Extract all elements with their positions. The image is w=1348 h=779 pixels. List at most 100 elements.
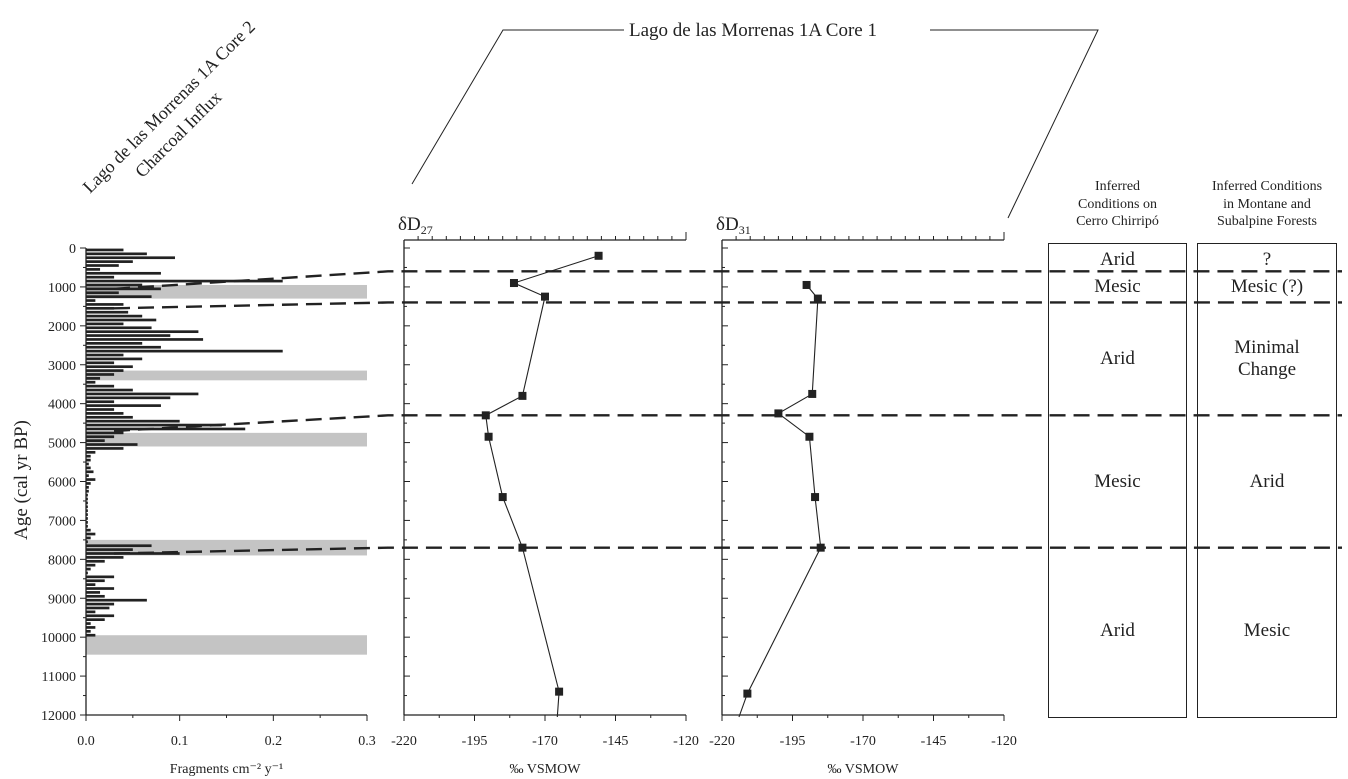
charcoal-bar xyxy=(86,521,88,524)
zone-label: Arid xyxy=(1048,548,1187,715)
charcoal-bar xyxy=(86,602,115,606)
bracket-left xyxy=(411,29,624,185)
charcoal-bar xyxy=(86,614,115,618)
charcoal-bar xyxy=(86,575,115,579)
charcoal-bar xyxy=(86,462,89,466)
charcoal-bar xyxy=(86,454,91,458)
d31-x-axis-label: ‰ VSMOW xyxy=(828,762,900,777)
x-tick-label: -195 xyxy=(780,734,806,749)
charcoal-bar xyxy=(86,314,143,318)
zone-label: Minimal Change xyxy=(1197,302,1337,415)
x-tick-label: -120 xyxy=(991,734,1017,749)
x-tick-label: 0.0 xyxy=(77,734,95,749)
delta-d27-panel: -220 -195 -170 -145 -120 ‰ VSMOW δD27 xyxy=(391,214,699,777)
d27-data-point xyxy=(541,292,549,301)
d31-data-point xyxy=(811,493,820,502)
charcoal-bar xyxy=(86,489,89,493)
charcoal-bar xyxy=(86,540,88,544)
y-tick-label: 9000 xyxy=(48,592,76,607)
panel-heading-line: Conditions on xyxy=(1078,196,1157,212)
charcoal-bar xyxy=(86,626,96,629)
charcoal-bar xyxy=(86,392,199,396)
charcoal-bar xyxy=(86,283,143,287)
charcoal-bar xyxy=(86,338,204,341)
y-tick-label: 2000 xyxy=(48,320,76,335)
zone-boundary xyxy=(113,301,1342,310)
charcoal-bar xyxy=(86,322,124,326)
charcoal-bar xyxy=(86,345,161,349)
shaded-band-3 xyxy=(86,432,367,447)
panel-heading-line: Cerro Chirripó xyxy=(1076,214,1159,229)
d27-label: δD27 xyxy=(398,214,433,237)
zone-label: Arid xyxy=(1048,302,1187,415)
charcoal-bar xyxy=(86,591,101,594)
charcoal-bar xyxy=(86,532,96,536)
d31-data-point xyxy=(802,280,811,289)
panel-heading: Inferred Conditions on Cerro Chirripó xyxy=(1036,178,1199,231)
charcoal-bar xyxy=(86,380,96,384)
charcoal-bar xyxy=(86,544,152,548)
d27-data-point xyxy=(594,251,603,260)
charcoal-title: Lago de las Morrenas 1A Core 2 xyxy=(79,17,259,197)
charcoal-bar xyxy=(86,583,96,586)
charcoal-bar xyxy=(86,559,105,563)
charcoal-bar xyxy=(86,470,94,474)
charcoal-bar xyxy=(86,275,115,279)
charcoal-bar xyxy=(86,439,105,442)
charcoal-bar xyxy=(86,552,180,555)
zone-label-line: ? xyxy=(1262,248,1272,270)
zone-label-line: Mesic xyxy=(1094,470,1141,492)
panel-heading-line: Inferred Conditions xyxy=(1211,179,1323,194)
x-tick-label: -220 xyxy=(391,734,417,749)
charcoal-bar xyxy=(86,400,115,404)
bracket-right xyxy=(930,29,1099,219)
y-tick-label: 12000 xyxy=(41,709,76,724)
charcoal-bar xyxy=(86,377,101,380)
y-tick-label: 0 xyxy=(69,242,76,257)
d27-series-line xyxy=(485,255,599,718)
zone-label-line: Arid xyxy=(1249,470,1285,492)
zone-label: Mesic xyxy=(1048,271,1187,302)
charcoal-bar xyxy=(86,493,88,497)
charcoal-bar xyxy=(86,548,133,551)
y-tick-label: 10000 xyxy=(41,631,76,646)
core1-title: Lago de las Morrenas 1A Core 1 xyxy=(629,20,877,41)
d31-label: δD31 xyxy=(716,214,751,237)
charcoal-bar xyxy=(86,415,133,419)
charcoal-bar xyxy=(86,517,88,520)
zone-label-line: Mesic xyxy=(1243,620,1291,642)
charcoal-bar xyxy=(86,435,115,439)
x-tick-label: -195 xyxy=(462,734,488,749)
charcoal-bar xyxy=(86,318,157,322)
charcoal-bar xyxy=(86,264,119,267)
charcoal-bar xyxy=(86,447,124,450)
charcoal-title-group: Lago de las Morrenas 1A Core 2 Charcoal … xyxy=(79,17,259,197)
charcoal-bar xyxy=(86,306,115,310)
charcoal-bar xyxy=(86,450,96,454)
charcoal-bar xyxy=(86,408,115,411)
charcoal-bar xyxy=(86,563,96,567)
charcoal-bar xyxy=(86,443,138,446)
charcoal-bar xyxy=(86,419,180,423)
y-tick-label: 1000 xyxy=(48,281,76,296)
charcoal-bar xyxy=(86,260,133,263)
zone-label-line: Arid xyxy=(1100,620,1135,642)
charcoal-bar xyxy=(86,629,91,633)
d31-data-point xyxy=(808,389,817,398)
x-tick-label: -220 xyxy=(709,734,735,749)
charcoal-bar xyxy=(86,330,199,334)
charcoal-bar xyxy=(86,334,171,337)
d27-data-point xyxy=(484,432,493,441)
x-tick-label: -145 xyxy=(921,734,947,749)
shaded-band-5 xyxy=(86,635,367,655)
charcoal-bar xyxy=(86,396,171,400)
charcoal-bar xyxy=(86,524,88,528)
charcoal-bar xyxy=(86,431,124,435)
charcoal-bar xyxy=(86,361,115,365)
charcoal-bar xyxy=(86,365,133,369)
charcoal-bar xyxy=(86,610,96,614)
zone-label-line: Arid xyxy=(1100,347,1135,369)
zone-label: Mesic xyxy=(1197,548,1337,715)
charcoal-bar xyxy=(86,268,101,271)
charcoal-bar xyxy=(86,353,124,357)
